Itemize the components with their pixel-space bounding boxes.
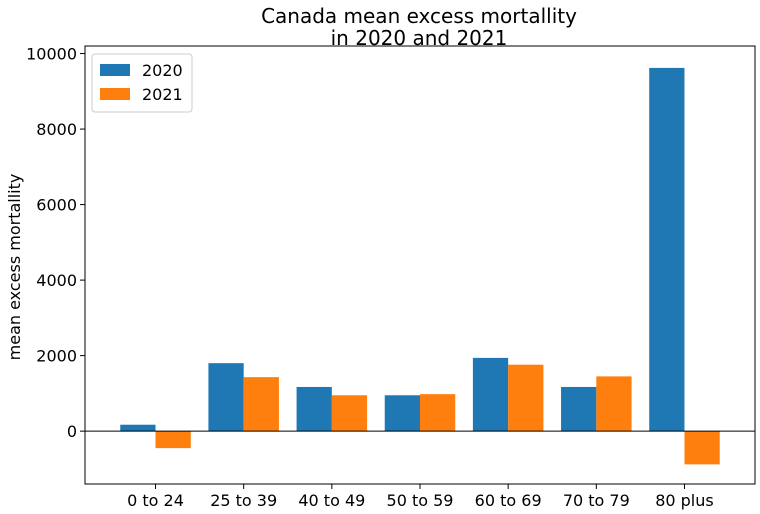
bar-2020-4: [472, 357, 509, 432]
y-tick-label: 4000: [36, 271, 77, 290]
y-tick-label: 6000: [36, 196, 77, 215]
x-ticks: 0 to 24 25 to 39 40 to 49 50 to 59 60 to 69 7…: [127, 484, 714, 510]
legend-label-2020: 2020: [142, 61, 183, 80]
bar-2021-1: [243, 377, 279, 432]
x-tick-label: 80 plus: [655, 491, 714, 510]
x-tick-label: 40 to 49: [298, 491, 365, 510]
bars-group: [120, 67, 720, 465]
chart-title-line-1: Canada mean excess mortallity: [261, 4, 577, 28]
legend-label-2021: 2021: [142, 85, 183, 104]
legend-swatch-2020: [100, 64, 130, 76]
plot-frame: [84, 45, 756, 485]
legend: 2020 2021: [91, 53, 193, 113]
bar-2021-6: [684, 431, 720, 465]
y-tick-label: 8000: [36, 120, 77, 139]
bar-2021-5: [596, 376, 632, 432]
y-ticks: 0 2000 4000 6000 8000 10000: [26, 45, 85, 441]
bar-2020-3: [384, 395, 420, 432]
bar-2020-5: [561, 386, 597, 432]
x-tick-label: 25 to 39: [210, 491, 277, 510]
chart-title: Canada mean excess mortallity in 2020 an…: [261, 4, 577, 50]
x-tick-label: 60 to 69: [475, 491, 542, 510]
y-axis-label: mean excess mortallity: [5, 174, 24, 361]
bar-2020-2: [296, 386, 332, 432]
legend-swatch-2021: [100, 88, 130, 100]
y-tick-label: 0: [67, 422, 77, 441]
x-tick-label: 70 to 79: [563, 491, 630, 510]
y-tick-label: 10000: [26, 45, 77, 64]
y-tick-label: 2000: [36, 347, 77, 366]
bar-2021-3: [420, 394, 456, 432]
bar-2020-1: [208, 363, 244, 432]
bar-2021-4: [508, 364, 544, 432]
x-tick-label: 0 to 24: [127, 491, 184, 510]
bar-2021-0: [155, 431, 191, 449]
bar-2020-0: [120, 424, 156, 432]
bar-2020-6: [649, 67, 685, 432]
bar-2021-2: [331, 395, 368, 432]
x-tick-label: 50 to 59: [387, 491, 454, 510]
